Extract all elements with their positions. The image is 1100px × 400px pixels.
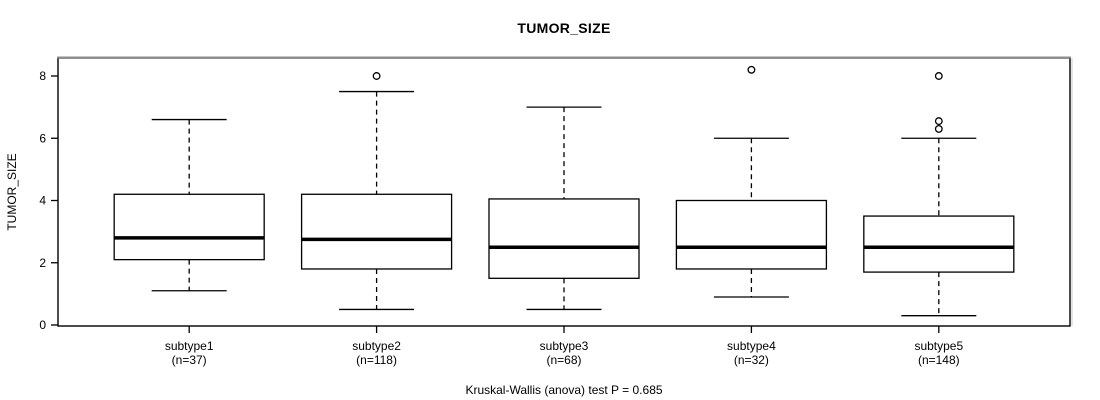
outlier-point [372, 72, 381, 80]
y-axis-tick-label: 6 [39, 131, 46, 145]
x-axis-group-label: subtype1 [165, 339, 214, 353]
outlier-point [934, 117, 943, 126]
x-axis-group-count: (n=32) [734, 353, 769, 367]
iqr-box [863, 215, 1015, 273]
stat-test-caption: Kruskal-Wallis (anova) test P = 0.685 [465, 383, 663, 397]
y-axis-tick-label: 4 [39, 194, 46, 208]
iqr-box [300, 193, 453, 270]
x-axis-group-label: subtype3 [540, 339, 589, 353]
iqr-box [113, 193, 265, 261]
x-axis-group-count: (n=148) [918, 353, 960, 367]
outlier-point [934, 72, 943, 80]
outlier-point [934, 124, 943, 133]
x-axis-group-label: subtype2 [352, 339, 401, 353]
iqr-box [675, 199, 828, 270]
x-axis-group-count: (n=37) [172, 353, 207, 367]
iqr-box [488, 198, 640, 279]
x-axis-group-label: subtype5 [914, 339, 963, 353]
x-axis-group-count: (n=118) [356, 353, 397, 367]
x-axis-group-count: (n=68) [546, 353, 581, 367]
y-axis-tick-label: 8 [39, 69, 46, 83]
y-axis-tick-label: 2 [39, 256, 46, 270]
outlier-point [747, 65, 756, 74]
x-axis-group-label: subtype4 [727, 339, 776, 353]
y-axis-tick-label: 0 [39, 318, 46, 332]
chart-title: TUMOR_SIZE [517, 20, 611, 36]
